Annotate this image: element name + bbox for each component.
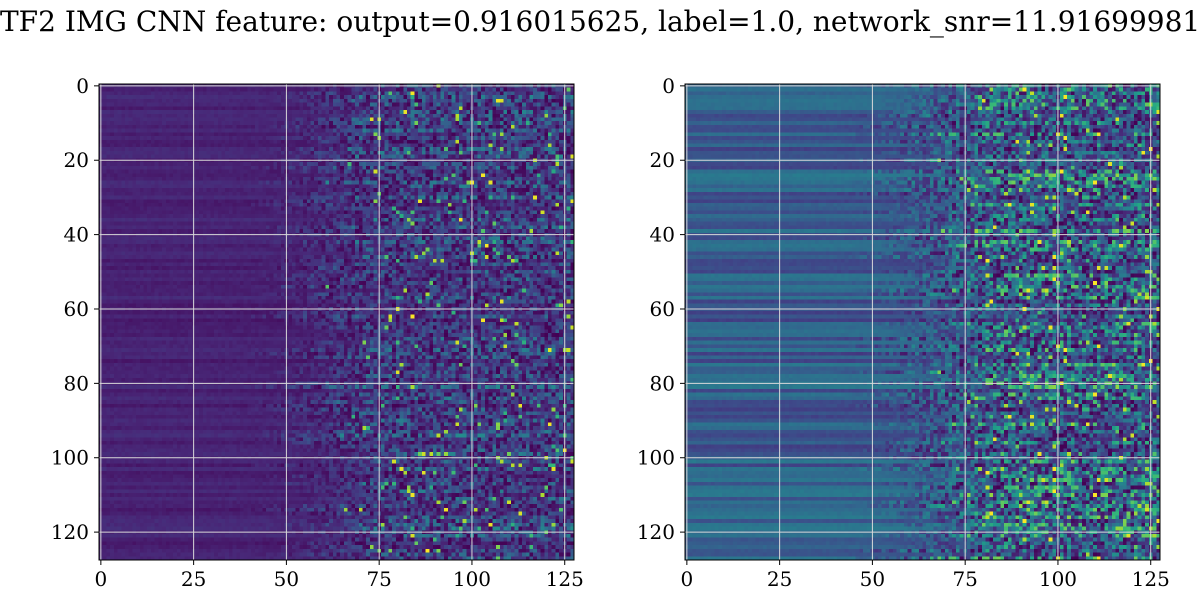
right-heatmap-frame: [684, 83, 1161, 561]
left-heatmap-panel: 0 25 50 75 100 125 0 20 40 60 80 100 120: [51, 74, 584, 591]
right-heatmap-panel: 0 25 50 75 100 125 0 20 40 60 80 100 120: [637, 74, 1170, 591]
right-heatmap-ytick-label-80: 80: [650, 371, 675, 395]
right-heatmap-ytick-label-60: 60: [650, 297, 675, 321]
right-heatmap-image: [685, 84, 1160, 560]
left-heatmap-ytick-label-40: 40: [64, 223, 89, 247]
left-heatmap-xtick-label-125: 125: [546, 567, 584, 591]
left-heatmap-image: [99, 84, 574, 560]
right-heatmap-xtick-label-125: 125: [1132, 567, 1170, 591]
left-heatmap-xtick-label-0: 0: [94, 567, 107, 591]
left-heatmap-xtick-label-75: 75: [366, 567, 391, 591]
right-heatmap-ytick-label-100: 100: [637, 446, 675, 470]
right-heatmap-ytick-label-40: 40: [650, 223, 675, 247]
right-heatmap-xtick-label-100: 100: [1039, 567, 1077, 591]
left-heatmap-xtick-label-25: 25: [181, 567, 206, 591]
right-heatmap-xtick-label-75: 75: [952, 567, 977, 591]
right-heatmap-xtick-label-25: 25: [767, 567, 792, 591]
right-heatmap-ytick-label-20: 20: [650, 148, 675, 172]
left-heatmap-xtick-label-50: 50: [274, 567, 299, 591]
left-heatmap-ytick-label-60: 60: [64, 297, 89, 321]
left-heatmap-ytick-label-0: 0: [76, 74, 89, 98]
left-heatmap-ytick-label-120: 120: [51, 520, 89, 544]
right-heatmap-xtick-label-50: 50: [860, 567, 885, 591]
left-heatmap-frame: [98, 83, 575, 561]
left-heatmap-ytick-label-100: 100: [51, 446, 89, 470]
right-heatmap-ytick-label-0: 0: [662, 74, 675, 98]
right-heatmap-xtick-label-0: 0: [680, 567, 693, 591]
left-heatmap-ytick-label-80: 80: [64, 371, 89, 395]
left-heatmap-ytick-label-20: 20: [64, 148, 89, 172]
left-heatmap-xtick-label-100: 100: [453, 567, 491, 591]
figure-title: TF2 IMG CNN feature: output=0.916015625,…: [0, 5, 1200, 38]
right-heatmap-ytick-label-120: 120: [637, 520, 675, 544]
